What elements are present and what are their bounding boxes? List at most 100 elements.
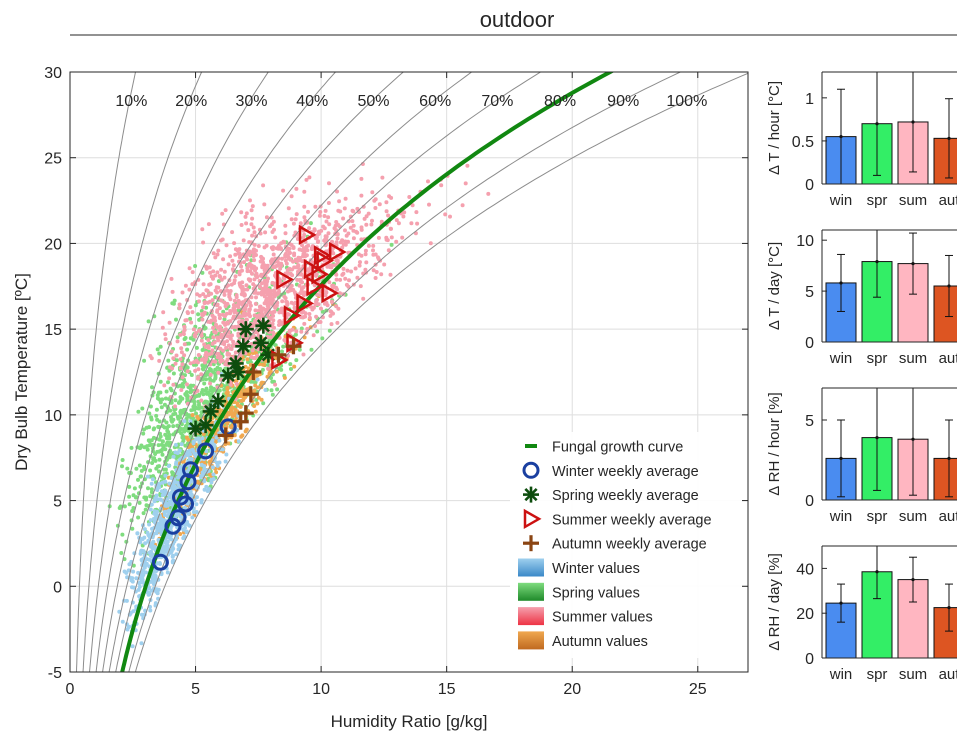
cloud-point	[342, 206, 347, 211]
cloud-point	[215, 270, 220, 275]
cloud-point	[206, 338, 211, 342]
cloud-point	[148, 518, 153, 523]
cloud-point	[293, 217, 298, 222]
rh-curve	[82, 72, 203, 672]
cloud-point	[364, 260, 369, 265]
cloud-point	[151, 580, 156, 585]
cloud-point	[257, 304, 262, 309]
weekly-average-marker	[298, 224, 317, 246]
cloud-point	[217, 312, 222, 317]
bar-category-label: sum	[899, 666, 927, 683]
cloud-point	[344, 282, 349, 287]
cloud-point	[163, 488, 168, 493]
cloud-point	[151, 539, 156, 544]
cloud-point	[274, 369, 279, 374]
cloud-point	[277, 319, 282, 323]
cloud-point	[170, 366, 175, 371]
bar-y-tick-label: 20	[796, 606, 814, 623]
cloud-point	[202, 467, 207, 472]
cloud-point	[335, 236, 340, 241]
cloud-point	[266, 307, 271, 312]
x-tick-label: 20	[563, 681, 581, 698]
cloud-point	[364, 222, 369, 227]
cloud-point	[201, 305, 206, 310]
bar-panel: winsprsumaut 0 0.5 1 Δ T / hour [°C]	[766, 71, 957, 209]
cloud-point	[157, 419, 162, 424]
cloud-point	[306, 243, 311, 248]
cloud-point	[162, 402, 167, 407]
x-axis-label: Humidity Ratio [g/kg]	[331, 712, 488, 731]
cloud-point	[197, 392, 202, 397]
cloud-point	[252, 242, 257, 247]
cloud-point	[275, 387, 280, 392]
cloud-point	[241, 300, 245, 305]
weekly-average-marker	[328, 241, 347, 263]
cloud-point	[153, 574, 158, 579]
cloud-point	[410, 203, 415, 208]
cloud-point	[294, 186, 299, 191]
cloud-point	[225, 357, 230, 362]
bar-mean-point	[875, 436, 879, 440]
cloud-point	[386, 213, 391, 218]
cloud-point	[320, 309, 325, 314]
rh-labels: 10% 20% 30% 40% 50% 60% 70% 80% 90% 100%	[115, 93, 707, 110]
cloud-point	[213, 255, 218, 260]
cloud-point	[160, 452, 165, 457]
cloud-point	[292, 305, 297, 310]
cloud-point	[366, 243, 371, 248]
cloud-point	[183, 443, 188, 448]
cloud-point	[326, 215, 331, 220]
cloud-point	[302, 232, 307, 237]
cloud-point	[152, 456, 157, 461]
cloud-point	[180, 375, 185, 380]
cloud-point	[376, 235, 381, 240]
bar-category-label: spr	[867, 192, 888, 209]
cloud-point	[188, 361, 193, 366]
cloud-point	[284, 261, 289, 266]
cloud-point	[171, 301, 176, 306]
cloud-point	[215, 290, 219, 295]
bar-category-label: aut	[939, 192, 957, 209]
cloud-point	[260, 367, 265, 372]
bar-y-axis-label: Δ RH / hour [%]	[766, 392, 783, 495]
cloud-point	[160, 325, 165, 330]
cloud-point	[225, 301, 230, 306]
cloud-point	[223, 314, 227, 319]
cloud-point	[209, 477, 214, 482]
cloud-point	[148, 608, 153, 613]
cloud-point	[202, 487, 207, 492]
cloud-point	[463, 181, 468, 186]
cloud-point	[306, 209, 310, 214]
cloud-point	[345, 268, 350, 273]
cloud-point	[215, 308, 220, 313]
cloud-point	[246, 366, 251, 371]
cloud-point	[236, 439, 241, 444]
cloud-point	[163, 447, 168, 452]
cloud-point	[220, 358, 225, 363]
cloud-point	[314, 273, 318, 278]
cloud-point	[149, 438, 154, 443]
cloud-point	[314, 314, 319, 319]
cloud-point	[185, 347, 190, 352]
cloud-point	[174, 513, 179, 518]
asterisk-stroke	[254, 336, 268, 350]
cloud-point	[215, 355, 220, 360]
cloud-point	[176, 475, 180, 480]
rh-curve-label: 70%	[481, 93, 513, 110]
cloud-point	[207, 282, 212, 287]
cloud-point	[256, 291, 261, 296]
cloud-point	[377, 202, 382, 207]
cloud-point	[233, 303, 238, 308]
cloud-point	[200, 436, 205, 441]
cloud-point	[180, 385, 185, 389]
cloud-point	[250, 233, 255, 238]
cloud-point	[299, 289, 304, 294]
cloud-point	[296, 263, 301, 268]
cloud-point	[210, 438, 215, 443]
cloud-point	[175, 339, 180, 344]
cloud-point	[169, 276, 174, 281]
cloud-point	[149, 502, 154, 507]
cloud-point	[222, 275, 227, 280]
cloud-point	[124, 598, 129, 603]
cloud-point	[334, 272, 339, 277]
